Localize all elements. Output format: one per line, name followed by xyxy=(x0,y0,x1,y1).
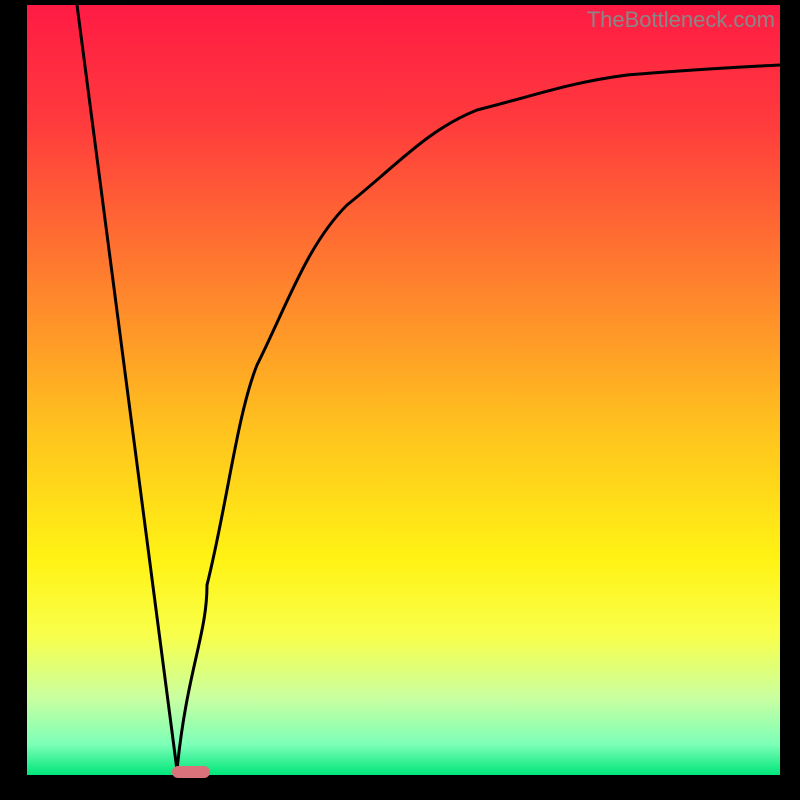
chart-container: TheBottleneck.com xyxy=(0,0,800,800)
plot-area xyxy=(27,5,780,775)
bottleneck-curve xyxy=(77,5,780,770)
watermark-text: TheBottleneck.com xyxy=(587,7,775,33)
curve-overlay xyxy=(27,5,780,775)
optimal-marker xyxy=(172,766,210,778)
